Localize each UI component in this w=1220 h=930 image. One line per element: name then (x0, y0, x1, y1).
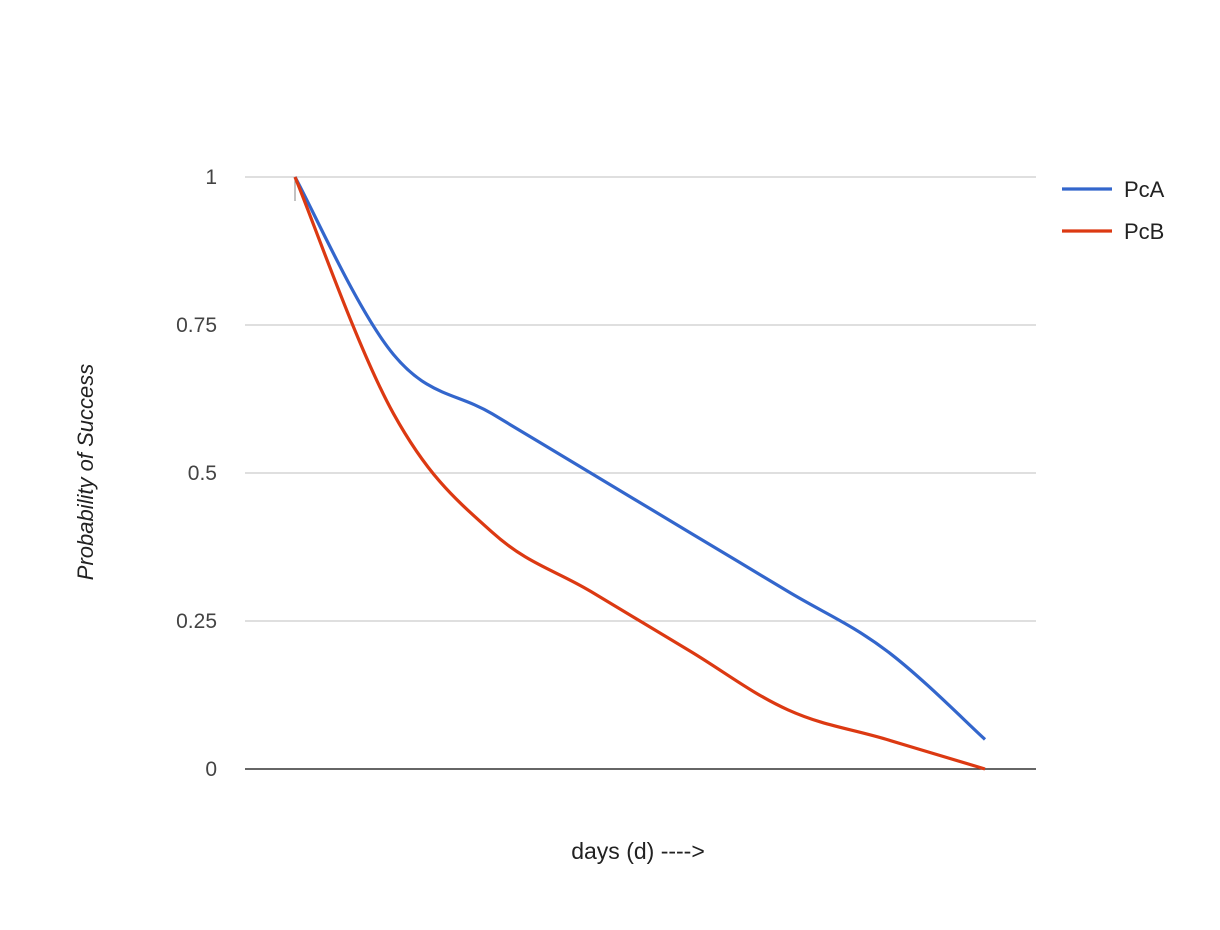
y-tick-label: 1 (205, 166, 217, 189)
y-tick-label: 0.5 (188, 462, 217, 485)
gridlines (245, 176, 1036, 622)
x-axis-title: days (d) ----> (571, 838, 705, 864)
y-tick-label: 0.25 (176, 610, 217, 633)
legend: PcA PcB (1062, 177, 1165, 244)
series-line-pca (293, 176, 987, 741)
legend-label-pca: PcA (1124, 177, 1165, 202)
y-tick-label: 0 (205, 758, 217, 781)
legend-label-pcb: PcB (1124, 219, 1164, 244)
series-lines (293, 176, 987, 771)
y-axis-tick-labels: 0 0.25 0.5 0.75 1 (176, 166, 217, 781)
series-line-pcb (293, 176, 986, 771)
y-tick-label: 0.75 (176, 314, 217, 337)
y-axis-title: Probability of Success (73, 364, 98, 580)
